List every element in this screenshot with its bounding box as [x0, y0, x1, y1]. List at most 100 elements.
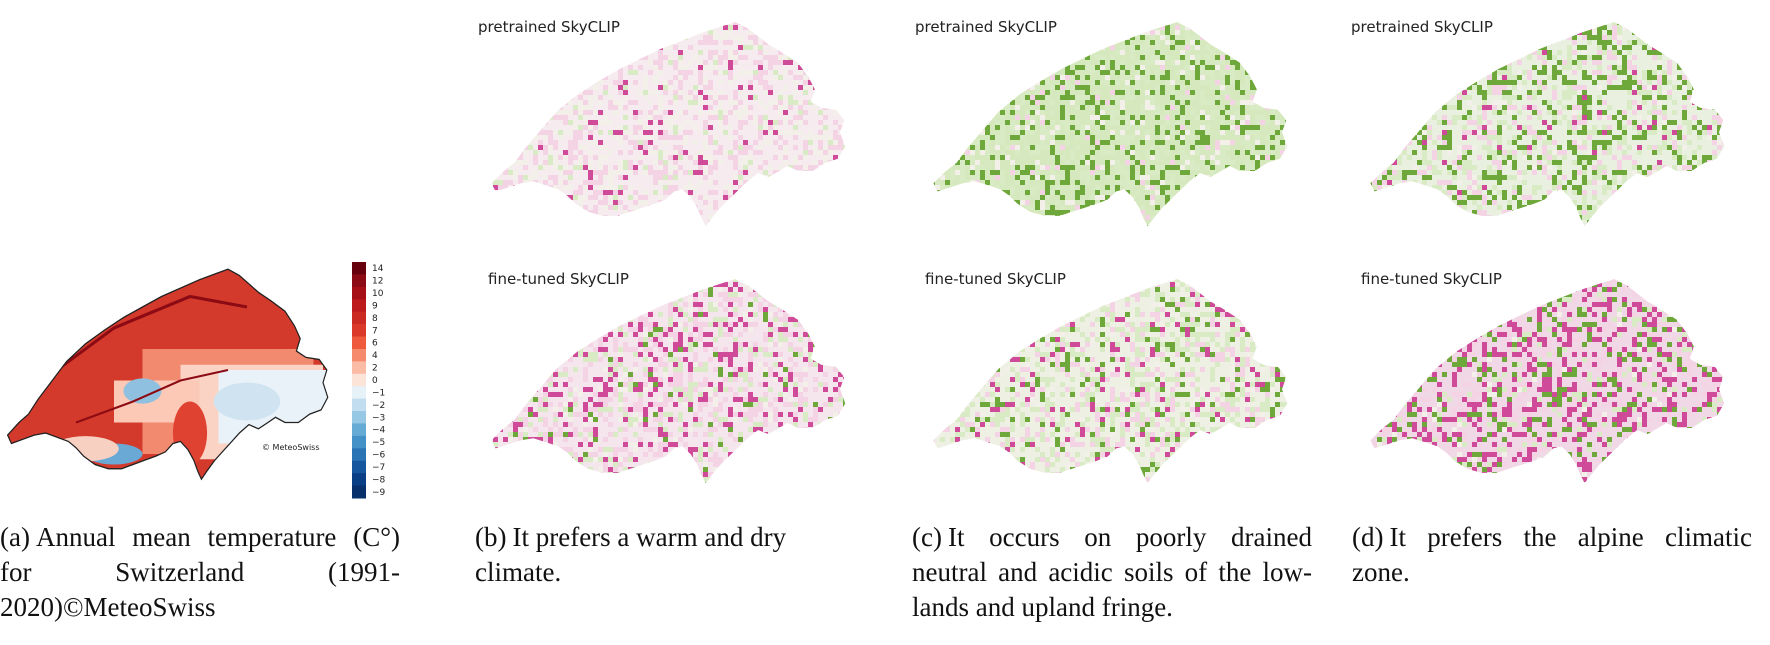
map-pixel — [1155, 115, 1160, 120]
map-pixel — [1165, 150, 1170, 155]
colorbar-tick-label: −2 — [372, 401, 385, 411]
map-pixel — [1270, 70, 1275, 75]
map-pixel — [533, 342, 538, 347]
map-pixel — [838, 125, 843, 130]
map-pixel — [738, 170, 743, 175]
map-pixel — [673, 302, 678, 307]
map-pixel — [788, 165, 793, 170]
map-pixel — [688, 195, 693, 200]
map-pixel — [638, 279, 643, 282]
map-pixel — [1200, 65, 1205, 70]
map-pixel — [593, 457, 598, 462]
map-pixel — [733, 477, 738, 482]
map-pixel — [558, 195, 563, 200]
map-pixel — [788, 175, 793, 180]
map-pixel — [708, 155, 713, 160]
map-pixel — [793, 412, 798, 417]
map-pixel — [1095, 120, 1100, 125]
map-pixel — [518, 205, 523, 210]
map-pixel — [658, 357, 663, 362]
map-pixel — [528, 362, 533, 367]
map-pixel — [491, 327, 493, 332]
map-pixel — [653, 332, 658, 337]
map-pixel — [538, 140, 543, 145]
map-pixel — [633, 145, 638, 150]
map-pixel — [658, 15, 663, 20]
map-pixel — [853, 372, 858, 377]
map-pixel — [678, 190, 683, 195]
map-pixel — [498, 215, 503, 220]
map-pixel — [1040, 110, 1045, 115]
map-pixel — [503, 437, 508, 442]
map-pixel — [1080, 125, 1085, 130]
map-pixel — [788, 397, 793, 402]
map-pixel — [1130, 150, 1135, 155]
map-pixel — [853, 90, 858, 95]
map-pixel — [688, 397, 693, 402]
map-pixel — [753, 457, 758, 462]
map-pixel — [1075, 80, 1080, 85]
map-pixel — [768, 457, 773, 462]
map-pixel — [833, 25, 838, 30]
map-pixel — [743, 467, 748, 472]
map-pixel — [673, 65, 678, 70]
map-pixel — [823, 477, 828, 482]
map-pixel — [818, 22, 823, 25]
map-pixel — [945, 80, 950, 85]
map-pixel — [603, 195, 608, 200]
map-pixel — [828, 427, 833, 432]
map-pixel — [478, 472, 483, 477]
map-pixel — [618, 447, 623, 452]
map-pixel — [623, 332, 628, 337]
map-pixel — [738, 145, 743, 150]
map-pixel — [683, 225, 688, 227]
map-pixel — [648, 90, 653, 95]
map-pixel — [748, 307, 753, 312]
map-pixel — [798, 337, 803, 342]
map-pixel — [763, 170, 768, 175]
map-pixel — [638, 392, 643, 397]
map-pixel — [618, 332, 623, 337]
map-pixel — [1020, 95, 1025, 100]
map-pixel — [653, 15, 658, 20]
map-pixel — [528, 45, 533, 50]
map-pixel — [1050, 25, 1055, 30]
map-pixel — [843, 110, 846, 115]
map-pixel — [638, 145, 643, 150]
map-pixel — [743, 322, 748, 327]
map-pixel — [573, 462, 578, 467]
map-pixel — [628, 457, 633, 462]
map-pixel — [995, 22, 1000, 25]
map-pixel — [498, 287, 503, 292]
map-pixel — [1075, 105, 1080, 110]
map-pixel — [738, 135, 743, 140]
map-pixel — [848, 220, 853, 225]
map-pixel — [568, 55, 573, 60]
map-pixel — [1110, 10, 1115, 15]
map-pixel — [593, 357, 598, 362]
map-pixel — [568, 377, 573, 382]
map-pixel — [818, 175, 823, 180]
map-pixel — [608, 387, 613, 392]
map-pixel — [713, 367, 718, 372]
map-pixel — [793, 90, 798, 95]
map-pixel — [758, 80, 763, 85]
map-pixel — [738, 317, 743, 322]
map-pixel — [1020, 70, 1025, 75]
map-pixel — [753, 427, 758, 432]
map-pixel — [508, 292, 513, 297]
map-pixel — [803, 145, 808, 150]
map-pixel — [728, 210, 733, 215]
map-pixel — [623, 25, 628, 30]
map-pixel — [753, 297, 758, 302]
map-pixel — [1050, 145, 1055, 150]
map-pixel — [1150, 95, 1155, 100]
map-pixel — [950, 90, 955, 95]
map-pixel — [698, 337, 703, 342]
map-pixel — [808, 467, 813, 472]
map-pixel — [608, 377, 613, 382]
map-pixel — [748, 279, 753, 282]
map-pixel — [508, 220, 513, 225]
map-pixel — [673, 437, 678, 442]
map-pixel — [491, 412, 493, 417]
